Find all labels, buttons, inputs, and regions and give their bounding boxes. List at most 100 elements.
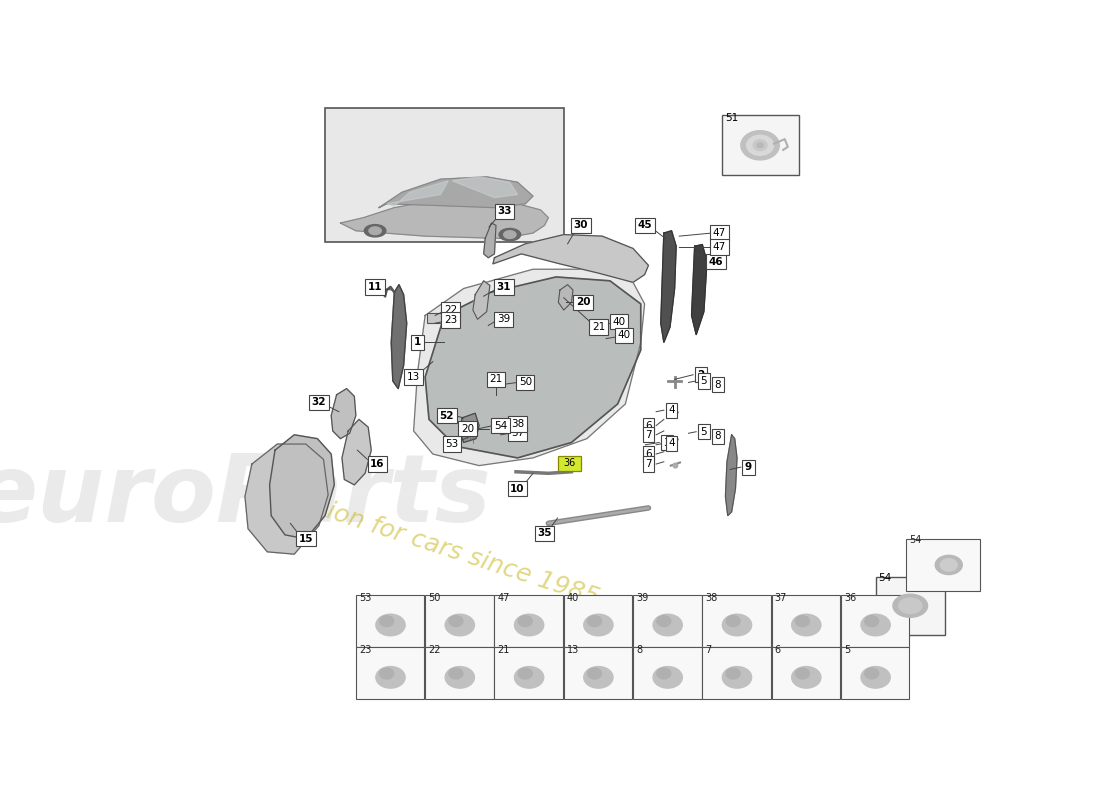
Ellipse shape	[723, 666, 751, 688]
Ellipse shape	[499, 229, 520, 241]
Text: 5: 5	[844, 646, 850, 655]
Text: 13: 13	[407, 372, 420, 382]
Text: 53: 53	[446, 439, 459, 449]
Text: 15: 15	[298, 534, 314, 544]
Ellipse shape	[723, 614, 751, 636]
Bar	[876, 578, 945, 635]
Text: 2: 2	[697, 370, 704, 380]
Ellipse shape	[754, 140, 767, 150]
Bar	[842, 595, 910, 646]
Ellipse shape	[587, 668, 602, 679]
Text: 32: 32	[311, 398, 326, 407]
Text: euroParts: euroParts	[0, 450, 492, 542]
Bar	[326, 107, 563, 242]
Text: 51: 51	[726, 113, 739, 122]
Ellipse shape	[504, 230, 516, 238]
Text: 31: 31	[496, 282, 510, 292]
FancyBboxPatch shape	[558, 455, 581, 471]
Polygon shape	[414, 270, 645, 466]
Ellipse shape	[449, 668, 463, 679]
Text: 8: 8	[714, 380, 722, 390]
Ellipse shape	[584, 666, 613, 688]
Bar	[563, 647, 632, 699]
Text: 23: 23	[359, 646, 372, 655]
Bar	[495, 647, 563, 699]
Text: 50: 50	[519, 378, 531, 387]
Bar	[634, 647, 702, 699]
Ellipse shape	[726, 616, 740, 626]
Polygon shape	[460, 414, 480, 442]
Text: 23: 23	[444, 315, 458, 325]
Ellipse shape	[726, 668, 740, 679]
Text: 11: 11	[367, 282, 383, 292]
Bar	[356, 647, 425, 699]
Text: 9: 9	[745, 462, 752, 472]
Text: 8: 8	[636, 646, 642, 655]
Text: 3: 3	[663, 438, 670, 447]
Text: 33: 33	[497, 206, 512, 217]
Polygon shape	[692, 245, 707, 334]
Ellipse shape	[584, 614, 613, 636]
Text: 47: 47	[713, 242, 726, 252]
Polygon shape	[331, 389, 356, 438]
Ellipse shape	[379, 616, 394, 626]
Bar	[772, 595, 840, 646]
Text: 7: 7	[705, 646, 712, 655]
Ellipse shape	[893, 594, 927, 618]
Polygon shape	[342, 419, 372, 485]
Ellipse shape	[368, 227, 382, 234]
Ellipse shape	[364, 225, 386, 237]
Text: 22: 22	[444, 305, 458, 315]
Text: 35: 35	[537, 528, 552, 538]
Text: 16: 16	[371, 459, 385, 469]
Ellipse shape	[865, 616, 879, 626]
Circle shape	[673, 463, 678, 468]
Text: 5: 5	[701, 376, 707, 386]
Text: 54: 54	[494, 421, 507, 430]
Text: 5: 5	[701, 426, 707, 437]
Text: 10: 10	[510, 484, 525, 494]
Polygon shape	[493, 234, 649, 282]
Ellipse shape	[515, 614, 543, 636]
Ellipse shape	[861, 666, 890, 688]
Text: 40: 40	[617, 330, 630, 341]
Ellipse shape	[865, 668, 879, 679]
Text: 20: 20	[575, 298, 591, 307]
Circle shape	[671, 440, 675, 445]
Ellipse shape	[940, 558, 957, 571]
Text: 38: 38	[705, 593, 717, 603]
Ellipse shape	[657, 616, 671, 626]
Polygon shape	[661, 230, 676, 342]
Text: 40: 40	[613, 317, 626, 326]
Bar	[842, 647, 910, 699]
Text: 6: 6	[645, 421, 652, 430]
Text: 21: 21	[592, 322, 605, 332]
Text: 46: 46	[708, 257, 724, 266]
Text: 47: 47	[497, 593, 510, 603]
Text: 36: 36	[844, 593, 856, 603]
Text: 21: 21	[490, 374, 503, 384]
Ellipse shape	[861, 614, 890, 636]
Text: 39: 39	[497, 314, 510, 324]
Text: 45: 45	[637, 220, 652, 230]
Ellipse shape	[657, 668, 671, 679]
Text: 21: 21	[497, 646, 510, 655]
Bar	[703, 647, 771, 699]
Text: 6: 6	[645, 449, 652, 459]
Ellipse shape	[792, 666, 821, 688]
Ellipse shape	[792, 614, 821, 636]
Ellipse shape	[376, 666, 405, 688]
Ellipse shape	[515, 666, 543, 688]
Ellipse shape	[518, 668, 532, 679]
Bar	[425, 595, 494, 646]
Bar	[495, 595, 563, 646]
Ellipse shape	[587, 616, 602, 626]
Ellipse shape	[795, 616, 810, 626]
Polygon shape	[726, 435, 737, 516]
Ellipse shape	[379, 668, 394, 679]
Ellipse shape	[446, 666, 474, 688]
Text: 4: 4	[668, 438, 675, 448]
Polygon shape	[473, 281, 490, 319]
Text: 40: 40	[566, 593, 579, 603]
Text: 47: 47	[713, 228, 726, 238]
